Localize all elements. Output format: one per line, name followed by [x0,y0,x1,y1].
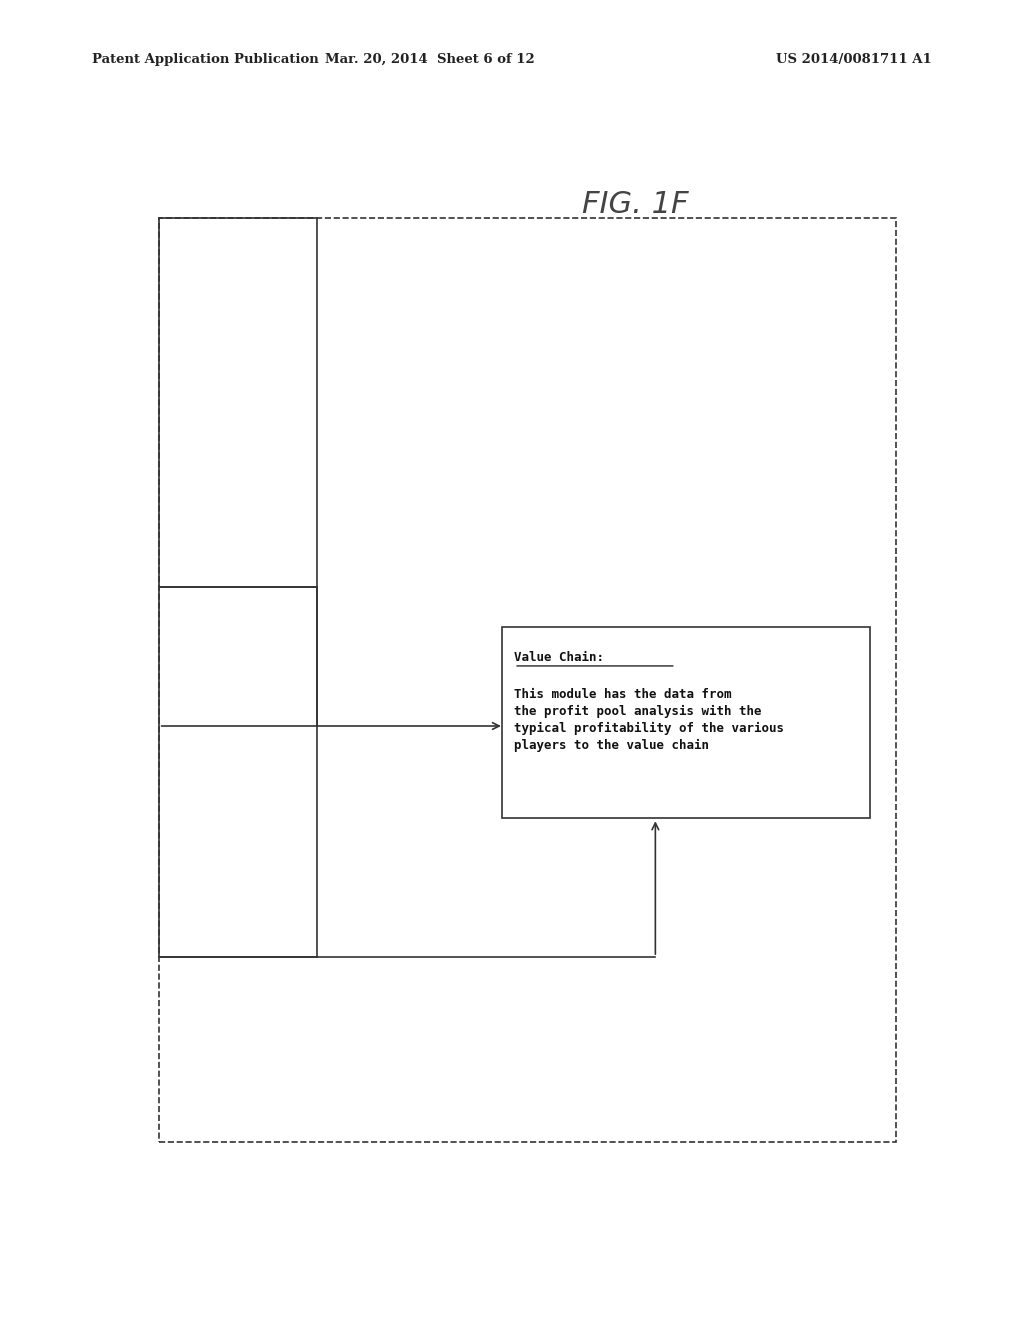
Text: US 2014/0081711 A1: US 2014/0081711 A1 [776,53,932,66]
Text: Mar. 20, 2014  Sheet 6 of 12: Mar. 20, 2014 Sheet 6 of 12 [326,53,535,66]
Text: This module has the data from
the profit pool analysis with the
typical profitab: This module has the data from the profit… [514,688,784,752]
Text: Patent Application Publication: Patent Application Publication [92,53,318,66]
Text: Value Chain:: Value Chain: [514,651,604,664]
Bar [159,218,317,587]
Bar [159,587,317,957]
Text: FIG. 1F: FIG. 1F [582,190,688,219]
Bar [159,218,896,1142]
Bar [502,627,870,818]
